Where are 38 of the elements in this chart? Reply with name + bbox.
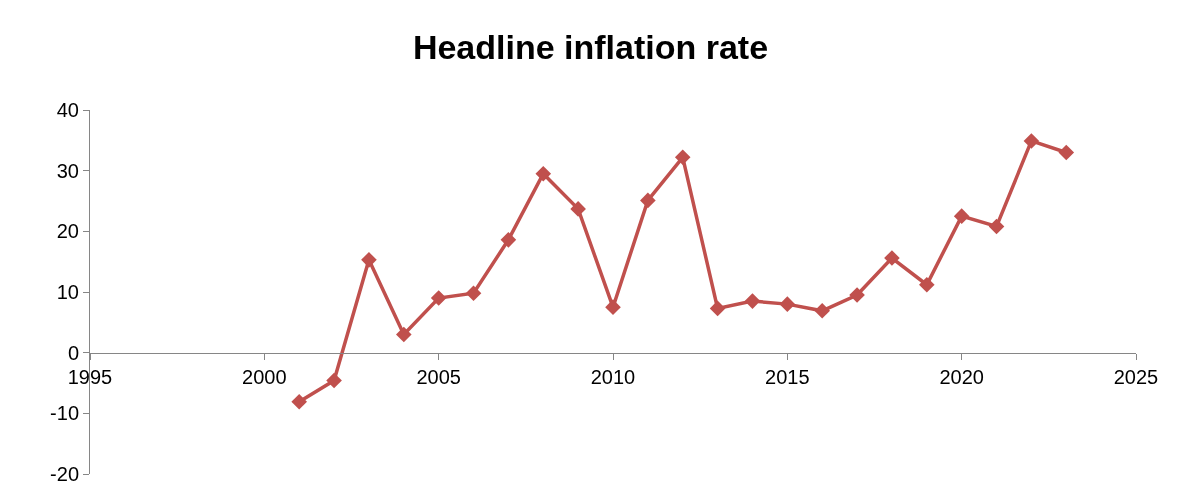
x-tick-label: 2010 xyxy=(590,365,636,388)
y-tick-label: 10 xyxy=(56,281,79,303)
y-tick-label: 0 xyxy=(67,341,79,364)
point xyxy=(535,165,552,182)
point xyxy=(919,276,935,293)
x-tick-label: 2000 xyxy=(242,365,287,388)
y-tick-label: -20 xyxy=(50,463,79,485)
point xyxy=(953,208,970,224)
y-tick-label: -10 xyxy=(50,402,79,425)
x-tick-label: 2020 xyxy=(939,365,984,388)
point xyxy=(709,300,726,317)
point xyxy=(326,372,342,389)
point xyxy=(674,149,691,166)
point xyxy=(430,290,447,306)
point xyxy=(605,299,621,315)
point xyxy=(291,394,307,410)
chart-title: Headline inflation rate xyxy=(412,27,769,66)
point xyxy=(988,218,1005,235)
y-tick-label: 20 xyxy=(56,220,79,243)
x-tick-label: 1995 xyxy=(67,365,113,388)
point xyxy=(361,252,377,268)
point xyxy=(1058,144,1075,161)
y-tick-label: 30 xyxy=(56,159,79,182)
point xyxy=(884,250,900,266)
point xyxy=(500,232,517,248)
point xyxy=(396,326,412,343)
x-tick-label: 2005 xyxy=(416,365,461,388)
point xyxy=(744,293,761,309)
y-tick-label: 40 xyxy=(56,99,79,121)
point xyxy=(814,303,830,319)
point xyxy=(849,287,865,303)
point xyxy=(779,296,796,312)
point xyxy=(640,192,656,209)
point xyxy=(465,285,482,302)
x-tick-label: 2025 xyxy=(1113,365,1159,388)
point xyxy=(570,201,586,217)
point xyxy=(1023,133,1040,149)
x-tick-label: 2015 xyxy=(765,365,810,388)
